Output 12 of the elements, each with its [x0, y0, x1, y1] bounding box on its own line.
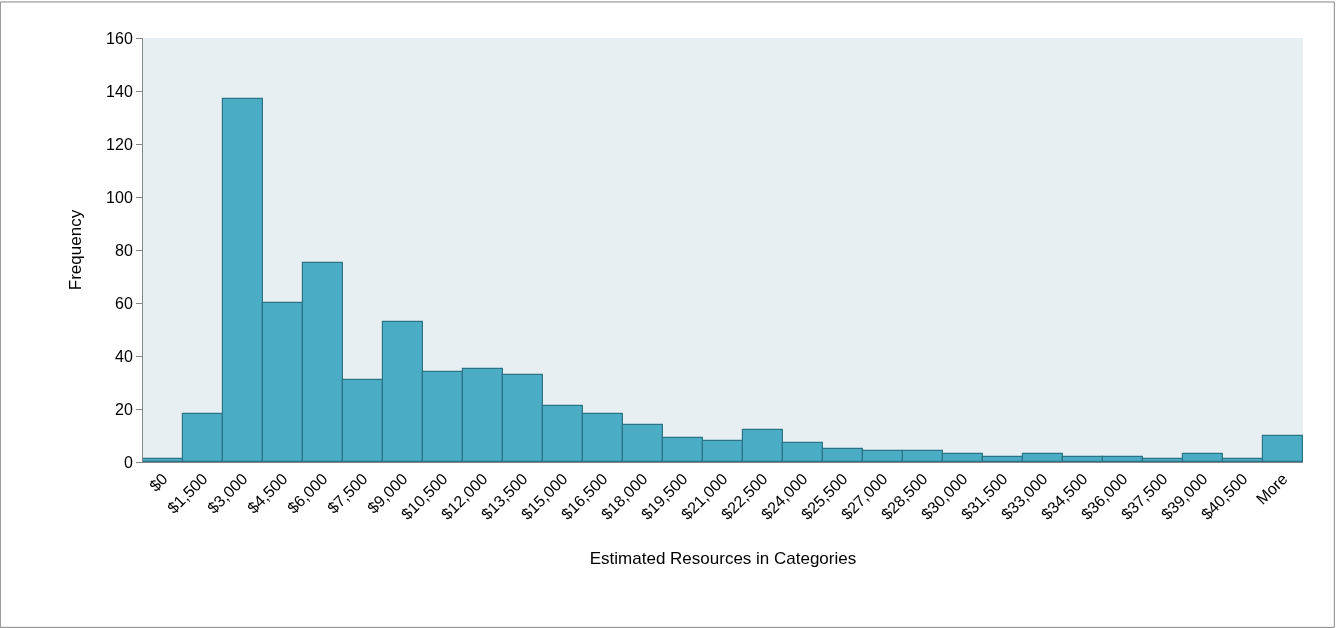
- y-tick-label: 20: [115, 400, 133, 418]
- y-tick-label: 140: [106, 82, 133, 100]
- y-tick-label: 60: [115, 294, 133, 312]
- y-tick-label: 0: [123, 453, 133, 471]
- x-axis-title: Estimated Resources in Categories: [589, 549, 857, 569]
- y-tick-label: 160: [106, 29, 133, 47]
- x-tick-label: $0: [146, 469, 171, 495]
- y-tick-label: 40: [115, 347, 133, 365]
- y-axis-title: Frequency: [65, 209, 85, 291]
- y-tick-label: 80: [115, 241, 133, 259]
- y-tick-label: 120: [106, 135, 133, 153]
- y-tick-label: 100: [106, 188, 133, 206]
